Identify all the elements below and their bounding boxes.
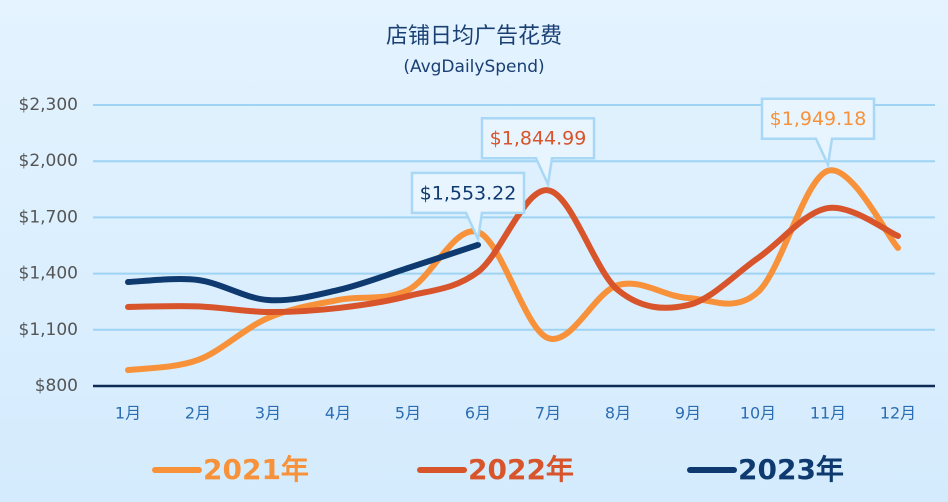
data-label: $1,844.99 (490, 128, 587, 150)
x-tick-label: 9月 (675, 404, 701, 423)
x-tick-label: 10月 (740, 404, 776, 423)
y-tick-label: $2,300 (19, 95, 78, 115)
legend-label: 2023年 (738, 453, 844, 486)
y-tick-label: $1,100 (19, 320, 78, 340)
series-line (125, 167, 901, 374)
x-tick-label: 11月 (810, 404, 846, 423)
data-label: $1,949.18 (770, 108, 867, 130)
chart-subtitle: (AvgDailySpend) (403, 57, 544, 77)
chart-title: 店铺日均广告花费 (386, 24, 562, 49)
series-line (125, 187, 901, 316)
callout: $1,949.18 (760, 97, 876, 170)
data-label: $1,553.22 (420, 182, 517, 204)
x-tick-label: 1月 (115, 404, 141, 423)
callout-box (760, 97, 876, 170)
x-tick-label: 12月 (880, 404, 916, 423)
callout-box (410, 171, 526, 244)
legend-label: 2021年 (203, 453, 309, 486)
callout-box (480, 116, 596, 189)
callout: $1,553.22 (410, 171, 526, 244)
y-tick-label: $2,000 (19, 151, 78, 171)
y-tick-label: $1,700 (19, 207, 78, 227)
callout: $1,844.99 (480, 116, 596, 189)
x-tick-label: 3月 (255, 404, 281, 423)
legend-label: 2022年 (468, 453, 574, 486)
x-tick-label: 5月 (395, 404, 421, 423)
y-tick-label: $800 (35, 376, 78, 396)
x-tick-label: 4月 (325, 404, 351, 423)
x-tick-label: 7月 (535, 404, 561, 423)
x-tick-label: 2月 (185, 404, 211, 423)
x-tick-label: 6月 (465, 404, 491, 423)
x-tick-label: 8月 (605, 404, 631, 423)
y-tick-label: $1,400 (19, 264, 78, 284)
series-line (125, 241, 481, 304)
